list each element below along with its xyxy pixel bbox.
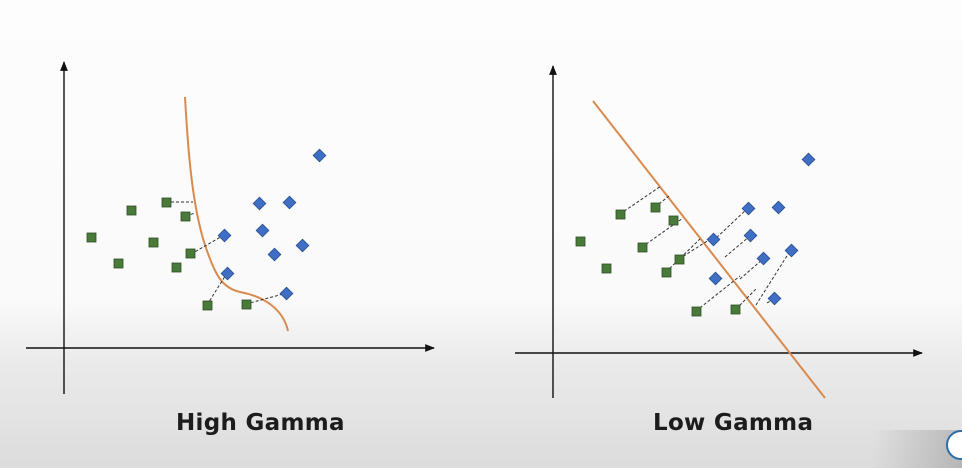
green-square-point: [185, 248, 196, 259]
decision-boundary: [184, 96, 289, 332]
green-square-point: [637, 242, 648, 253]
green-square-point: [241, 299, 252, 310]
blue-diamond-point: [252, 196, 267, 211]
blue-diamond-point: [756, 251, 771, 266]
green-square-point: [650, 202, 661, 213]
high-gamma-caption: High Gamma: [176, 410, 345, 436]
green-square-point: [202, 300, 213, 311]
blue-diamond-point: [312, 148, 327, 163]
green-square-point: [575, 236, 586, 247]
green-square-point: [161, 197, 172, 208]
blue-diamond-point: [741, 201, 756, 216]
class-a-points: [86, 197, 252, 311]
class-a-points: [575, 202, 741, 317]
class-b-points: [217, 148, 327, 301]
green-square-point: [661, 267, 672, 278]
green-square-point: [615, 209, 626, 220]
blue-diamond-point: [801, 152, 816, 167]
green-square-point: [126, 205, 137, 216]
low-gamma-panel: [515, 65, 923, 399]
green-square-point: [171, 262, 182, 273]
blue-diamond-point: [267, 247, 282, 262]
blue-diamond-point: [217, 228, 232, 243]
margin-lines: [619, 185, 791, 312]
blue-diamond-point: [295, 238, 310, 253]
green-square-point: [730, 304, 741, 315]
green-square-point: [180, 211, 191, 222]
blue-diamond-point: [784, 243, 799, 258]
blue-diamond-point: [771, 200, 786, 215]
class-b-points: [706, 152, 816, 306]
blue-diamond-point: [279, 286, 294, 301]
blue-diamond-point: [220, 266, 235, 281]
green-square-point: [668, 215, 679, 226]
blue-diamond-point: [255, 223, 270, 238]
green-square-point: [601, 263, 612, 274]
decision-boundary: [592, 100, 826, 399]
green-square-point: [148, 237, 159, 248]
green-square-point: [691, 306, 702, 317]
blue-diamond-point: [743, 228, 758, 243]
high-gamma-panel: [26, 61, 435, 394]
blue-diamond-point: [706, 232, 721, 247]
green-square-point: [674, 254, 685, 265]
blue-diamond-point: [767, 291, 782, 306]
blue-diamond-point: [282, 195, 297, 210]
green-square-point: [113, 258, 124, 269]
low-gamma-caption: Low Gamma: [653, 410, 814, 436]
blue-diamond-point: [708, 271, 723, 286]
green-square-point: [86, 232, 97, 243]
